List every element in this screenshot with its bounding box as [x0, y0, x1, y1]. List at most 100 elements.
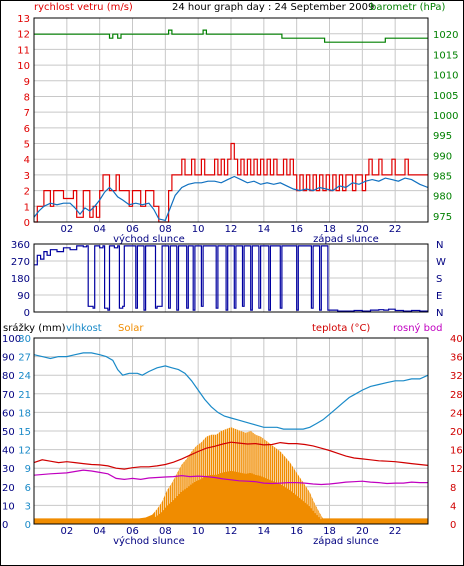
p3-x-tick: 02	[60, 526, 73, 537]
p3-y-outer-tick: 20	[2, 483, 15, 494]
p2-y-left-tick: 90	[17, 291, 30, 302]
p1-x-tick: 16	[290, 224, 303, 235]
p3-y-right-tick: 40	[450, 334, 463, 345]
p3-y-outer-tick: 10	[2, 501, 15, 512]
p1-y-left-tick: 13	[17, 14, 30, 25]
p3-y-right-tick: 4	[450, 501, 456, 512]
p3-x-tick: 08	[159, 526, 172, 537]
series-rosný-bod	[33, 469, 428, 486]
p2-y-right-tick: S	[436, 274, 442, 285]
p3-sunrise-label: východ slunce	[113, 535, 185, 547]
p3-y-outer-tick: 0	[2, 520, 8, 531]
panel3-header-teplota: teplota (°C)	[312, 323, 370, 334]
panel3-header-solar: Solar	[118, 323, 144, 334]
p1-x-tick: 04	[93, 224, 106, 235]
p3-y-right-tick: 0	[450, 520, 456, 531]
p3-x-tick: 22	[389, 526, 402, 537]
p1-x-tick: 18	[323, 224, 336, 235]
p1-y-right-tick: 980	[433, 192, 452, 203]
p3-y-outer-tick: 40	[2, 446, 15, 457]
p3-y-outer-tick: 60	[2, 408, 15, 419]
p3-sunset-label: západ slunce	[313, 535, 379, 547]
p3-x-tick: 14	[257, 526, 270, 537]
p1-y-left-tick: 1	[24, 202, 30, 213]
p1-y-left-tick: 12	[17, 30, 30, 41]
p3-y-inner-tick: 12	[18, 446, 31, 457]
panel-wind-speed: 0123456789101112139759809859909951000100…	[17, 14, 458, 245]
series-vlhkost	[33, 352, 429, 430]
p1-y-right-tick: 990	[433, 151, 452, 162]
p3-x-tick: 04	[93, 526, 106, 537]
p3-y-right-tick: 24	[450, 408, 463, 419]
p1-x-tick: 22	[389, 224, 402, 235]
p3-y-right-tick: 32	[450, 371, 463, 382]
p3-y-inner-tick: 15	[18, 427, 31, 438]
p3-y-right-tick: 28	[450, 390, 463, 401]
p1-y-right-tick: 995	[433, 131, 452, 142]
p3-y-outer-tick: 100	[2, 334, 21, 345]
p3-y-inner-tick: 6	[25, 483, 31, 494]
p3-y-inner-tick: 3	[25, 501, 31, 512]
p2-y-right-tick: N	[436, 308, 443, 319]
p3-y-inner-tick: 27	[18, 353, 31, 364]
chart-title: 24 hour graph day : 24 September 2009	[172, 2, 374, 13]
p1-y-left-tick: 4	[24, 155, 30, 166]
p3-x-tick: 20	[356, 526, 369, 537]
panel3-header-rosny-bod: rosný bod	[393, 322, 442, 334]
p1-x-tick: 12	[225, 224, 238, 235]
p1-y-left-tick: 10	[17, 61, 30, 72]
p3-y-inner-tick: 0	[25, 520, 31, 531]
p1-y-right-tick: 1000	[433, 111, 458, 122]
p2-y-right-tick: W	[436, 257, 446, 268]
panel3-header-vlhkost: vlhkost	[66, 323, 102, 334]
p1-y-right-tick: 1015	[433, 50, 458, 61]
p3-y-outer-tick: 30	[2, 464, 15, 475]
p2-y-left-tick: 180	[11, 274, 30, 285]
p3-x-tick: 10	[192, 526, 205, 537]
series-smer-vetru	[34, 245, 428, 312]
p1-y-right-tick: 975	[433, 212, 452, 223]
p3-y-right-tick: 20	[450, 427, 463, 438]
panel3-header-srazky: srážky (mm)	[3, 322, 66, 334]
panel1-left-axis-label: rychlost vetru (m/s)	[34, 2, 133, 13]
p1-y-left-tick: 8	[24, 92, 30, 103]
p2-y-right-tick: N	[436, 240, 443, 251]
p3-y-inner-tick: 18	[18, 408, 31, 419]
p3-y-inner-tick: 21	[18, 390, 31, 401]
series-rychlost-vetru-prumer	[33, 175, 429, 222]
p2-y-right-tick: E	[436, 291, 442, 302]
p3-x-tick: 12	[225, 526, 238, 537]
p2-frame	[33, 243, 429, 313]
p1-x-tick: 06	[126, 224, 139, 235]
p1-y-left-tick: 6	[24, 124, 30, 135]
p1-y-left-tick: 7	[24, 108, 30, 119]
p3-y-outer-tick: 80	[2, 371, 15, 382]
p1-y-left-tick: 0	[24, 218, 30, 229]
p1-y-left-tick: 11	[17, 45, 30, 56]
p3-y-inner-tick: 24	[18, 371, 31, 382]
p1-y-right-tick: 1020	[433, 30, 458, 41]
p1-y-left-tick: 9	[24, 77, 30, 88]
p1-y-left-tick: 2	[24, 187, 30, 198]
p1-y-left-tick: 3	[24, 171, 30, 182]
p3-frame	[33, 337, 429, 525]
p3-x-tick: 16	[290, 526, 303, 537]
p3-y-right-tick: 16	[450, 446, 463, 457]
p3-x-tick: 06	[126, 526, 139, 537]
p3-y-inner-tick: 30	[18, 334, 31, 345]
series-teplota	[33, 441, 429, 470]
p1-frame	[33, 17, 429, 223]
p1-sunset-label: západ slunce	[313, 233, 379, 245]
p2-y-left-tick: 270	[11, 257, 30, 268]
p1-y-right-tick: 1005	[433, 91, 458, 102]
panel1-right-axis-label: barometr (hPa)	[370, 2, 446, 13]
p1-x-tick: 10	[192, 224, 205, 235]
p3-x-tick: 18	[323, 526, 336, 537]
p1-x-tick: 20	[356, 224, 369, 235]
series-Solar	[34, 427, 428, 524]
p1-y-right-tick: 1010	[433, 71, 458, 82]
panel-humidity-temperature: 0102030405060708090100036912151821242730…	[2, 334, 463, 547]
p3-y-inner-tick: 9	[25, 464, 31, 475]
